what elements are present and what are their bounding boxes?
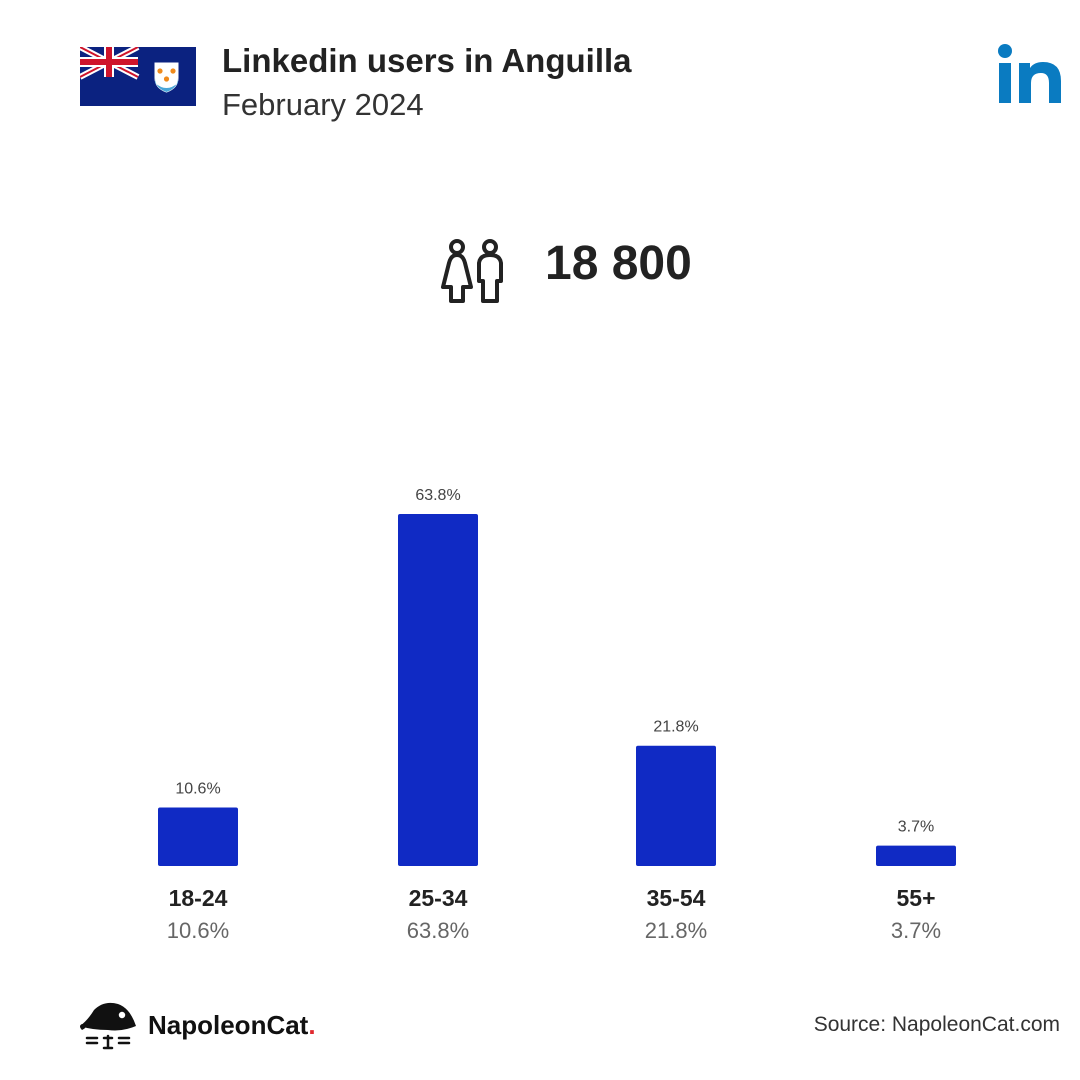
category-percent: 3.7% [891, 918, 941, 943]
bar-value-label: 3.7% [898, 819, 934, 836]
category-label: 35-54 [647, 885, 706, 911]
page-title: Linkedin users in Anguilla [222, 42, 632, 79]
bar-18-24 [158, 807, 238, 866]
bar-55+ [876, 845, 956, 866]
bar-value-label: 21.8% [653, 719, 698, 736]
category-percent: 21.8% [645, 918, 707, 943]
category-label: 18-24 [169, 885, 228, 911]
category-label: 25-34 [409, 885, 468, 911]
linkedin-logo-icon [998, 44, 1061, 103]
bar-35-54 [636, 745, 716, 866]
category-percent: 10.6% [167, 918, 229, 943]
users-icon [441, 239, 503, 303]
page-subtitle: February 2024 [222, 87, 424, 122]
total-users-value: 18 800 [545, 237, 692, 290]
source-text: Source: NapoleonCat.com [813, 1013, 1060, 1036]
anguilla-flag-icon [80, 47, 196, 106]
napoleoncat-logo-icon [80, 1002, 136, 1050]
bar-value-label: 10.6% [175, 781, 220, 798]
brand-name: NapoleonCat. [148, 1010, 316, 1041]
category-percent: 63.8% [407, 918, 469, 943]
bar-25-34 [398, 514, 478, 866]
category-label: 55+ [896, 885, 935, 911]
brand-dot: . [308, 1010, 316, 1040]
bar-value-label: 63.8% [415, 487, 460, 504]
brand-name-text: NapoleonCat [148, 1010, 309, 1040]
